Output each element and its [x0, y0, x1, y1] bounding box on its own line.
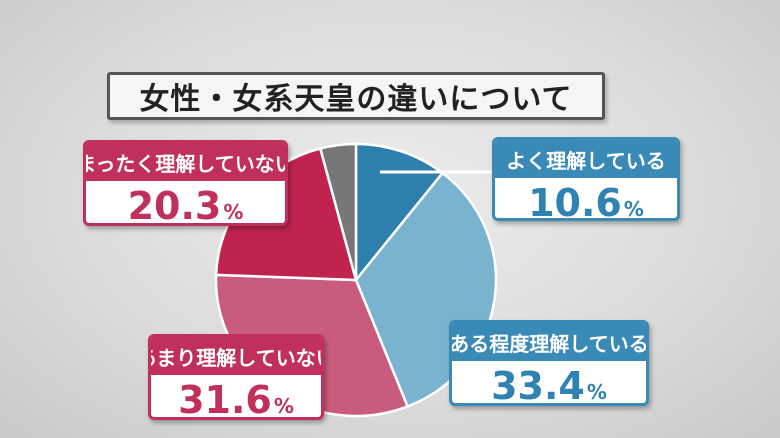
label-not-much-value: 31.6% — [178, 378, 294, 420]
label-not-at-all-name: まったく理解していない — [86, 143, 285, 181]
label-not-much: あまり理解していない 31.6% — [148, 334, 324, 420]
label-somewhat-understand-name: ある程度理解している — [452, 323, 646, 361]
label-not-much-name: あまり理解していない — [151, 337, 321, 375]
label-well-understand-name: よく理解している — [495, 140, 677, 178]
slice-other — [318, 142, 358, 281]
label-not-at-all-value: 20.3% — [127, 184, 244, 226]
label-somewhat-understand: ある程度理解している 33.4% — [449, 320, 649, 406]
label-well-understand-value: 10.6% — [528, 181, 644, 221]
label-somewhat-understand-value: 33.4% — [491, 364, 607, 406]
chart-title: 女性・女系天皇の違いについて — [107, 72, 605, 120]
label-well-understand: よく理解している 10.6% — [492, 137, 680, 221]
label-not-at-all: まったく理解していない 20.3% — [83, 140, 288, 226]
